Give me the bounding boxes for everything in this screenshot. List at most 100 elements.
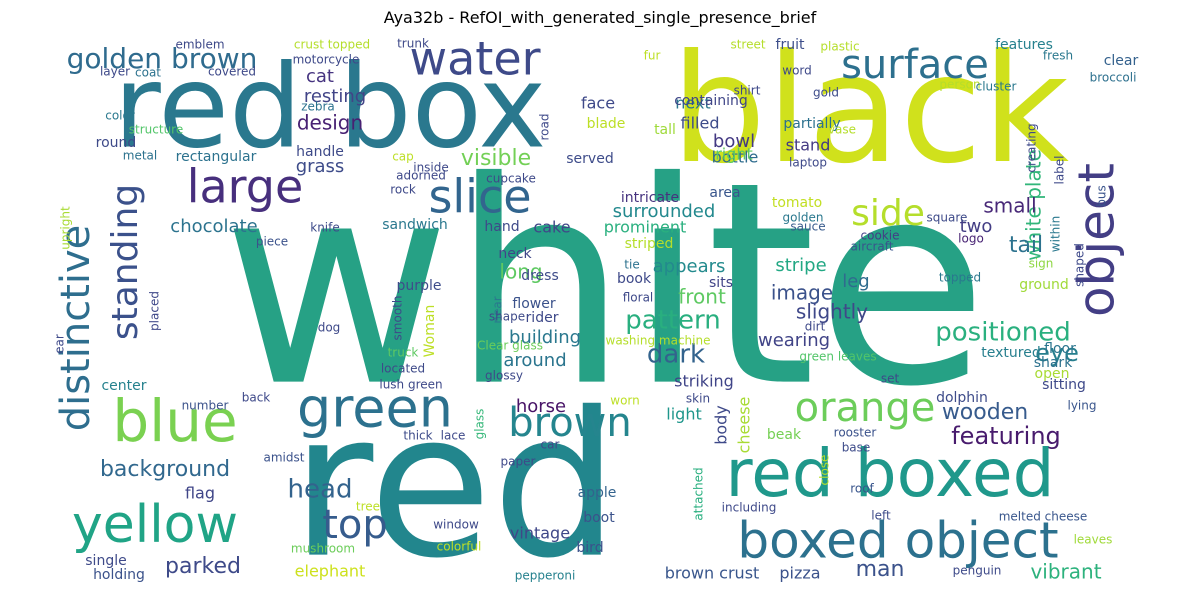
word-cap: cap (392, 150, 414, 164)
word-light: light (666, 405, 701, 424)
word-green: green (297, 377, 453, 440)
word-mushroom: mushroom (291, 542, 355, 556)
word-standing: standing (105, 184, 146, 340)
word-dark: dark (647, 340, 705, 370)
word-inside: inside (413, 161, 449, 175)
word-wearing: wearing (758, 330, 830, 351)
word-knife: knife (310, 221, 340, 235)
word-sign: sign (1029, 257, 1054, 271)
word-white-plate: white plate (1022, 149, 1046, 261)
word-shaped: shaped (1073, 243, 1087, 287)
word-broccoli: broccoli (1090, 71, 1137, 85)
word-clear: clear (1104, 53, 1139, 69)
word-boot: boot (583, 510, 615, 526)
word-structure: structure (129, 123, 183, 137)
word-vintage: vintage (510, 524, 570, 543)
word-slice: slice (428, 170, 531, 224)
word-fruit: fruit (776, 37, 805, 53)
word-worn: worn (610, 394, 639, 408)
word-rock: rock (390, 183, 416, 197)
word-skin: skin (686, 392, 710, 406)
word-appears: appears (653, 256, 726, 277)
word-pizza: pizza (779, 564, 820, 583)
word-shirt: shirt (734, 84, 761, 98)
word-close: close (818, 455, 832, 486)
word-surface: surface (841, 42, 989, 88)
word-vibrant: vibrant (1030, 560, 1101, 584)
word-color: color (105, 109, 135, 123)
word-within: within (1049, 216, 1063, 252)
word-left: left (871, 509, 891, 523)
word-floor: floor (1044, 341, 1076, 357)
word-dirt: dirt (805, 320, 826, 334)
word-washing-machine: washing machine (606, 334, 711, 348)
word-tomato: tomato (772, 195, 822, 211)
word-red: red (291, 370, 619, 600)
word-image: image (771, 281, 833, 305)
word-pattern: pattern (625, 306, 721, 336)
word-stripe: stripe (775, 255, 826, 276)
word-leaves: leaves (1074, 533, 1113, 547)
word-wooden: wooden (942, 400, 1028, 425)
word-red-box: red box (114, 41, 547, 175)
word-book: book (617, 271, 652, 287)
word-colorful: colorful (437, 540, 482, 554)
word-handle: handle (296, 144, 344, 160)
word-ear: ear (53, 334, 67, 354)
word-textured: textured (981, 345, 1040, 361)
word-white: white (222, 123, 988, 449)
word-placed: placed (148, 291, 162, 331)
word-two: two (960, 216, 993, 237)
word-flag: flag (185, 484, 215, 503)
word-head: head (288, 475, 353, 505)
word-crust-topped: crust topped (294, 38, 370, 52)
word-black: black (671, 23, 1069, 197)
word-street: street (730, 38, 765, 52)
word-blue: blue (112, 387, 237, 455)
word-featuring: featuring (951, 422, 1061, 450)
word-resting: resting (304, 86, 366, 107)
word-round: round (96, 135, 137, 151)
word-striped: striped (625, 236, 674, 252)
word-dress: dress (521, 268, 559, 284)
word-cat: cat (306, 66, 334, 87)
word-partially: partially (783, 116, 840, 132)
word-floral: floral (623, 291, 654, 305)
word-laptop: laptop (789, 156, 827, 170)
word-single: single (85, 553, 126, 569)
word-vase: vase (828, 123, 856, 137)
word-car: car (541, 438, 560, 452)
word-window: window (433, 518, 479, 532)
word-small: small (983, 194, 1036, 218)
word-grass: grass (296, 156, 345, 177)
word-eye: eye (1035, 339, 1079, 367)
word-woman: Woman (422, 305, 438, 358)
word-tree: tree (356, 500, 380, 514)
word-flower: flower (512, 296, 555, 312)
word-lying: lying (1068, 399, 1097, 413)
word-large: large (187, 160, 304, 214)
word-roof: roof (850, 482, 874, 496)
word-pepperoni: pepperoni (515, 569, 576, 583)
word-located: located (381, 362, 425, 376)
word-right: right (715, 145, 753, 164)
word-cake: cake (533, 218, 570, 237)
word-layer: layer (100, 65, 130, 79)
word-zebra: zebra (301, 100, 335, 114)
word-bowl: bowl (713, 131, 755, 152)
word-lace: lace (441, 429, 466, 443)
word-around: around (503, 350, 566, 371)
word-neck: neck (498, 246, 532, 262)
word-leg: leg (842, 271, 870, 292)
word-bottle: bottle (712, 148, 759, 167)
word-body: body (712, 405, 731, 445)
word-aircraft: aircraft (851, 240, 894, 254)
word-surrounded: surrounded (613, 201, 716, 222)
word-elephant: elephant (295, 562, 366, 581)
word-set: set (881, 372, 900, 386)
word-apple: apple (578, 485, 617, 501)
word-plastic: plastic (820, 40, 859, 54)
word-road: road (538, 114, 552, 141)
word-golden-brown: golden brown (67, 42, 258, 75)
